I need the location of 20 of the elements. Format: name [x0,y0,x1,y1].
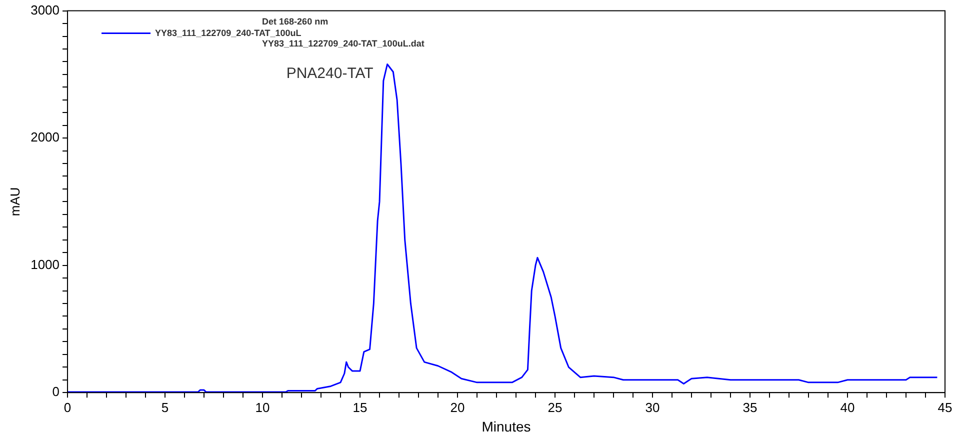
y-tick-label: 1000 [30,256,60,272]
x-tick-label: 20 [450,400,465,415]
x-tick-label: 45 [938,400,952,415]
annotation: PNA240-TAT [286,64,374,82]
x-tick-label: 15 [352,400,368,415]
x-tick-label: 35 [742,400,758,415]
x-tick-label: 40 [840,400,855,415]
y-tick-label: 2000 [30,130,60,145]
x-tick-label: 5 [161,400,169,415]
y-axis-title: mAU [7,187,22,216]
annotation: YY83_111_122709_240-TAT_100uL.dat [262,38,424,48]
text: YY83_111_122709_240-TAT_100uL [155,28,302,38]
x-tick-label: 0 [64,400,72,415]
y-tick-label: 0 [52,384,60,400]
legend-title: Det 168-260 nm [262,16,328,26]
x-axis-title: Minutes [482,418,531,434]
y-tick-label: 3000 [30,2,60,18]
x-tick-label: 10 [255,400,270,415]
x-tick-label: 25 [548,400,562,415]
x-tick-label: 30 [645,400,660,415]
